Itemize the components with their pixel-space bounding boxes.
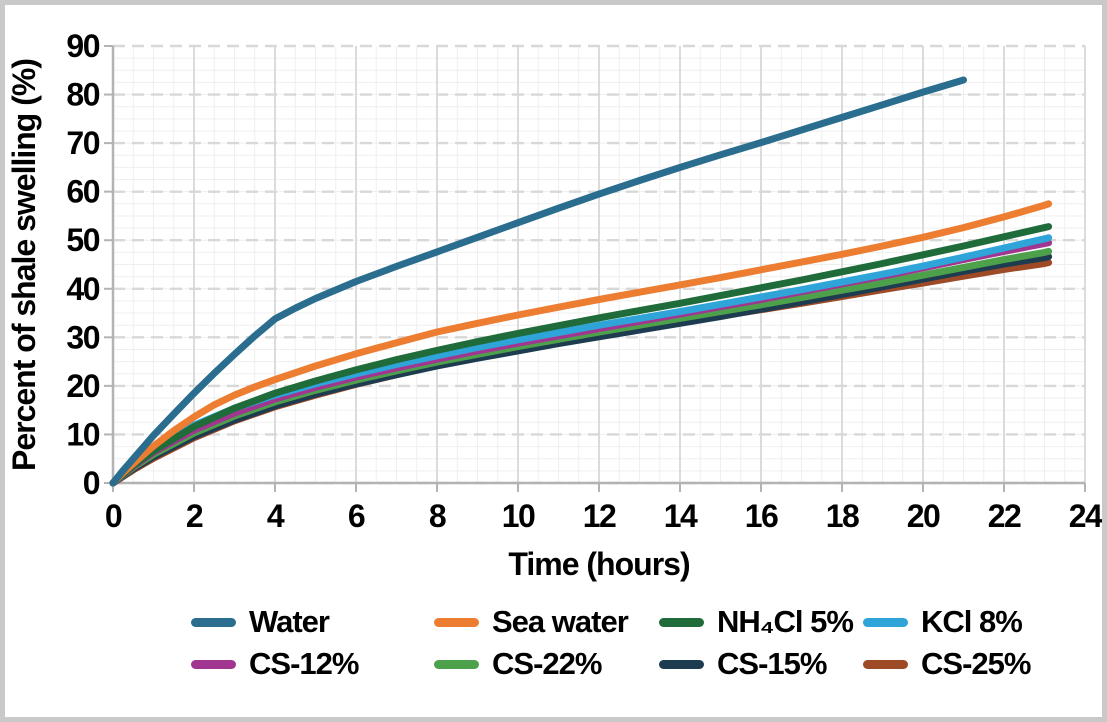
legend-swatch [434,617,479,627]
legend-swatch [191,659,236,669]
y-tick-label: 50 [66,222,99,258]
y-tick-label: 30 [66,319,99,355]
legend-label: CS-15% [717,646,827,681]
legend-swatch [434,659,479,669]
y-tick-label: 80 [66,77,99,113]
legend-label: CS-12% [249,646,359,681]
x-tick-label: 10 [502,498,535,534]
legend-item: Sea water [434,603,659,641]
y-tick-label: 0 [83,465,100,501]
x-tick-label: 22 [988,498,1021,534]
legend-swatch [191,617,236,627]
x-axis-title: Time (hours) [508,546,690,582]
y-axis-title: Percent of shale swelling (%) [6,59,42,471]
series-curves [109,76,1053,487]
x-tick-label: 8 [429,498,446,534]
x-tick-label: 20 [907,498,940,534]
legend-swatch [863,659,908,669]
y-tick-label: 20 [66,368,99,404]
y-tick-label: 60 [66,174,99,210]
legend: Water Sea water NH₄Cl 5% KCl 8% CS-12% CS-22%… [191,603,1083,683]
legend-item: CS-25% [863,645,1083,683]
x-tick-label: 4 [267,498,285,534]
x-tick-label: 2 [186,498,203,534]
axes [104,45,1086,492]
x-tick-label: 12 [583,498,616,534]
legend-item: Water [191,603,434,641]
y-tick-label: 70 [66,125,99,161]
legend-label: NH₄Cl 5% [717,604,854,639]
y-tick-label: 10 [66,416,99,452]
y-tick-label: 90 [66,28,99,64]
series-line-cs-15- [109,253,1053,487]
chart-canvas: 0 2 4 6 8 10 12 14 16 18 20 22 24 010203040506070809… [6,28,1102,582]
y-tick-label: 40 [66,271,99,307]
legend-item: KCl 8% [863,603,1083,641]
x-tick-label: 18 [826,498,859,534]
x-tick-labels: 0 2 4 6 8 10 12 14 16 18 20 22 24 [105,498,1102,534]
x-tick-label: 16 [745,498,778,534]
legend-label: KCl 8% [921,604,1023,639]
x-tick-label: 0 [105,498,122,534]
legend-item: CS-22% [434,645,659,683]
legend-item: CS-12% [191,645,434,683]
legend-item: CS-15% [659,645,863,683]
x-tick-label: 6 [348,498,365,534]
legend-swatch [659,659,704,669]
legend-item: NH₄Cl 5% [659,603,863,641]
series-line-nh-cl-5- [109,223,1053,487]
legend-label: CS-22% [492,646,602,681]
legend-swatch [659,617,704,627]
series-line-cs-25- [109,259,1053,487]
x-tick-label: 24 [1069,498,1102,534]
x-tick-label: 14 [664,498,698,534]
legend-swatch [863,617,908,627]
legend-label: CS-25% [921,646,1031,681]
series-line-sea-water [109,200,1053,487]
legend-label: Water [249,604,330,639]
legend-label: Sea water [492,604,629,639]
y-tick-labels: 0 10 20 30 40 50 60 70 80 90 [66,28,101,501]
series-line-water [109,76,967,487]
